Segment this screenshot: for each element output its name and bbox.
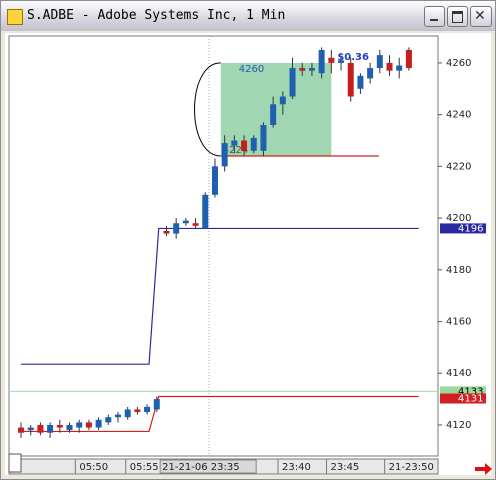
candle-body xyxy=(37,424,44,433)
candle-body xyxy=(347,62,354,97)
candle-body xyxy=(396,65,403,71)
app-icon xyxy=(7,9,23,25)
candle-body xyxy=(376,55,383,69)
candle-body xyxy=(231,140,238,146)
candle-body xyxy=(114,414,121,418)
candle-body xyxy=(318,49,325,74)
candle-body xyxy=(405,49,412,69)
price-marker-label: 4196 xyxy=(458,223,483,234)
level-line xyxy=(21,227,419,365)
x-tick-label: 23:45 xyxy=(330,462,359,473)
measure-change-label: $0.36 xyxy=(337,52,369,63)
candle-body xyxy=(386,62,393,71)
y-tick-label: 4220 xyxy=(446,161,471,172)
y-tick-label: 4180 xyxy=(446,265,471,276)
y-tick-label: 4120 xyxy=(446,420,471,431)
candle-body xyxy=(66,424,73,431)
minimize-button[interactable] xyxy=(424,6,445,27)
chart: 4120 4140 4160 4180 4200 4220 4240 4260 05:50 05:… xyxy=(5,33,492,475)
x-tick-label: 05:50 xyxy=(79,462,108,473)
level-line xyxy=(21,395,419,433)
candle-body xyxy=(357,75,364,89)
x-tick-label: 23:40 xyxy=(282,462,311,473)
candle-body xyxy=(308,68,315,71)
candle-body xyxy=(202,194,209,229)
price-marker-label: 4131 xyxy=(458,394,483,405)
candle-body xyxy=(153,399,160,410)
candle-body xyxy=(18,427,25,433)
candle-body xyxy=(328,57,335,63)
candle-body xyxy=(134,409,141,413)
candle-body xyxy=(105,417,112,423)
candle-body xyxy=(367,68,374,79)
candle-body xyxy=(163,231,170,234)
measure-high-label: 4260 xyxy=(239,64,264,75)
scroll-box[interactable] xyxy=(8,453,22,473)
candle-body xyxy=(279,96,286,105)
x-tick-label: 05:55 xyxy=(130,462,159,473)
candle-body xyxy=(124,409,131,418)
measure-arc xyxy=(194,62,221,157)
x-tick-label: 21-23:50 xyxy=(389,462,434,473)
measure-low-label: 4224 xyxy=(223,145,248,156)
candle-body xyxy=(299,68,306,71)
y-tick-label: 4160 xyxy=(446,317,471,328)
x-tick-highlight xyxy=(159,459,257,474)
y-tick-label: 4140 xyxy=(446,368,471,379)
y-tick-label: 4260 xyxy=(446,58,471,69)
candle-body xyxy=(221,143,228,167)
price-marker-label: 4133 xyxy=(458,386,483,397)
candle-body xyxy=(85,422,92,428)
candle-body xyxy=(270,104,277,125)
candle-body xyxy=(289,68,296,97)
y-tick-label: 4200 xyxy=(446,213,471,224)
candle-body xyxy=(182,220,189,224)
candle-body xyxy=(173,223,180,234)
candle-body xyxy=(144,406,151,413)
scroll-arrow[interactable] xyxy=(475,463,492,475)
y-tick-label: 4240 xyxy=(446,110,471,121)
candle-body xyxy=(338,60,345,63)
candle-body xyxy=(250,137,257,151)
price-marker xyxy=(440,223,486,234)
candle-body xyxy=(56,424,63,428)
candle-body xyxy=(192,223,199,226)
candle-body xyxy=(27,427,34,431)
title-bar: S.ADBE - Adobe Systems Inc, 1 Min ✕ xyxy=(1,1,495,31)
candle-body xyxy=(211,166,218,195)
window-title: S.ADBE - Adobe Systems Inc, 1 Min xyxy=(27,8,286,23)
candle-body xyxy=(76,422,83,428)
candle-body xyxy=(241,140,248,151)
maximize-button[interactable] xyxy=(447,6,468,27)
candle-body xyxy=(95,419,102,428)
price-marker xyxy=(440,393,486,404)
price-marker xyxy=(440,386,486,397)
x-tick-label: 21-21-06 23:35 xyxy=(162,462,239,473)
close-button[interactable]: ✕ xyxy=(470,6,492,27)
candle-body xyxy=(260,124,267,151)
candle-body xyxy=(47,424,54,433)
